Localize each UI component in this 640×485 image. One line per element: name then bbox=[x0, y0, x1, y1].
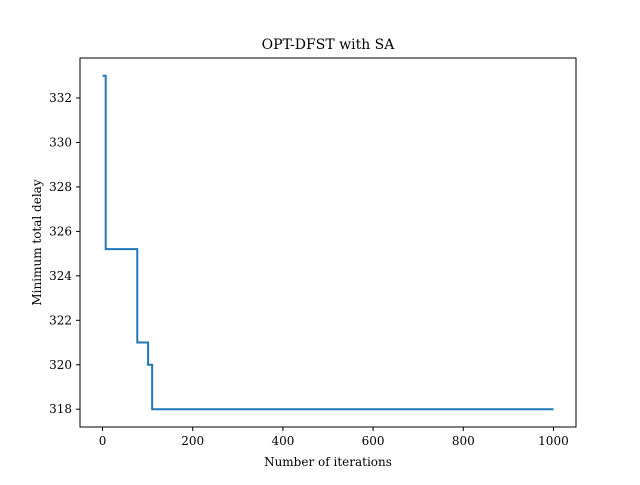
y-tick-label: 320 bbox=[49, 358, 72, 372]
y-tick-label: 326 bbox=[49, 224, 72, 238]
series-line-1 bbox=[102, 74, 554, 411]
x-tick-label: 0 bbox=[99, 434, 107, 448]
x-tick-label: 800 bbox=[452, 434, 475, 448]
y-tick-label: 328 bbox=[49, 180, 72, 194]
plot-area bbox=[80, 58, 576, 427]
y-tick-label: 322 bbox=[49, 313, 72, 327]
x-axis-ticks: 0 200 400 600 800 1000 bbox=[99, 427, 569, 448]
chart-title: OPT-DFST with SA bbox=[262, 37, 396, 53]
x-tick-label: 600 bbox=[362, 434, 385, 448]
plot-frame bbox=[79, 57, 577, 428]
y-axis-ticks: 318 320 322 324 326 328 330 332 bbox=[49, 91, 80, 416]
y-tick-label: 330 bbox=[49, 135, 72, 149]
x-tick-label: 1000 bbox=[538, 434, 569, 448]
y-tick-label: 318 bbox=[49, 402, 72, 416]
y-tick-label: 324 bbox=[49, 269, 72, 283]
series-layer bbox=[102, 74, 554, 411]
x-tick-label: 200 bbox=[181, 434, 204, 448]
y-axis-label: Minimum total delay bbox=[30, 179, 44, 305]
x-tick-label: 400 bbox=[271, 434, 294, 448]
x-axis-label: Number of iterations bbox=[264, 455, 392, 469]
y-tick-label: 332 bbox=[49, 91, 72, 105]
